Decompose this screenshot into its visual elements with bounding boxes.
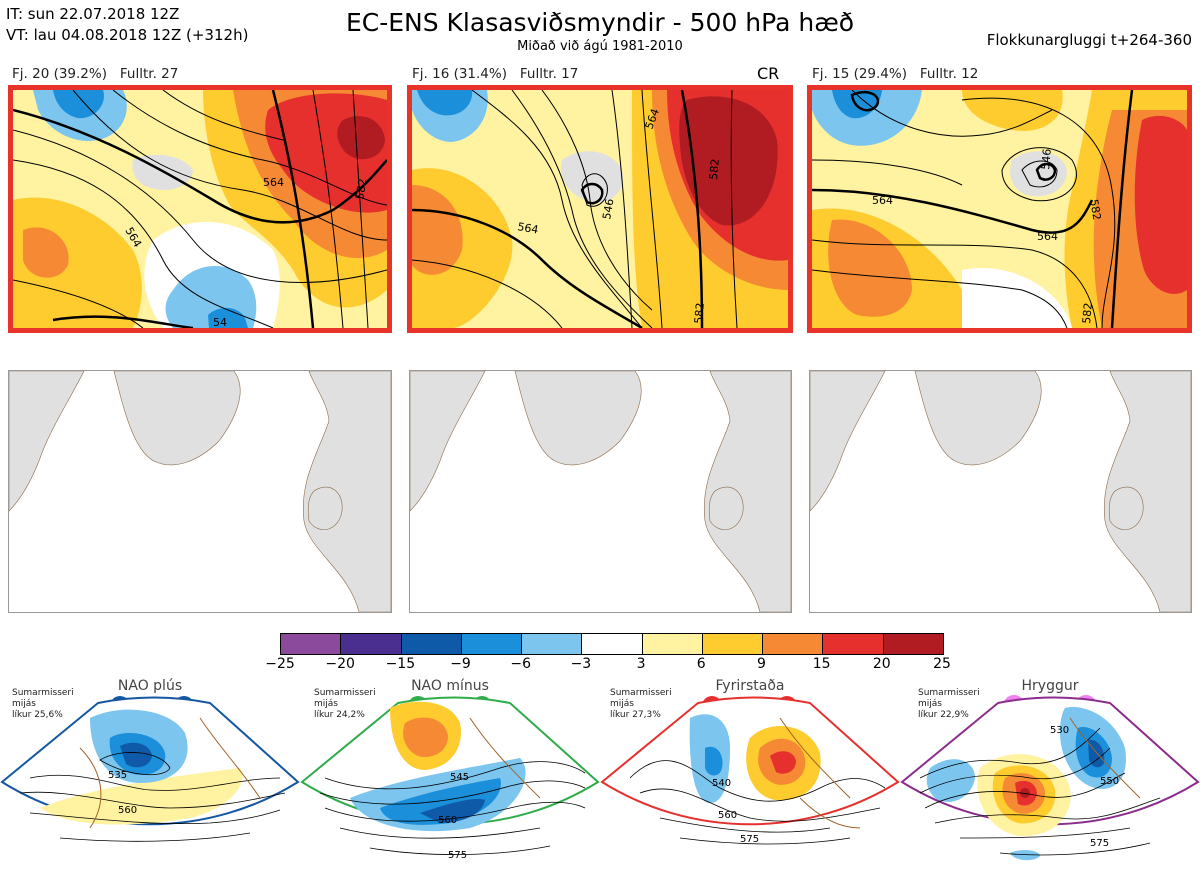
colorbar-tick-label: 15 <box>812 656 831 672</box>
colorbar-cell <box>883 634 943 654</box>
cluster-2-tag: CR <box>757 64 780 83</box>
svg-text:564: 564 <box>263 176 284 189</box>
svg-text:560: 560 <box>438 815 457 826</box>
cluster-2-label: Fj. 16 (31.4%) Fulltr. 17 <box>412 66 579 82</box>
page-title: EC-ENS Klasasviðsmyndir - 500 hPa hæð <box>345 8 855 37</box>
svg-text:582: 582 <box>707 158 722 180</box>
svg-text:54: 54 <box>213 316 227 328</box>
cluster-3-label: Fj. 15 (29.4%) Fulltr. 12 <box>812 66 979 82</box>
regime-name: Hryggur <box>1021 678 1079 694</box>
cluster-map-3: 564 564 546 582 582 <box>807 85 1192 333</box>
valid-time: VT: lau 04.08.2018 12Z (+312h) <box>6 26 249 44</box>
cluster-1-label: Fj. 20 (39.2%) Fulltr. 27 <box>12 66 179 82</box>
regime-name: NAO plús <box>117 678 183 694</box>
svg-text:530: 530 <box>1050 725 1069 736</box>
svg-text:582: 582 <box>1087 198 1103 221</box>
colorbar-cell <box>823 634 884 654</box>
anomaly-colorbar <box>280 633 944 655</box>
regime-note: Sumarmisseri mijás líkur 24,2% <box>314 688 376 720</box>
svg-text:535: 535 <box>108 770 127 781</box>
empty-map-2 <box>409 370 792 613</box>
colorbar-tick-label: −6 <box>510 656 532 672</box>
colorbar-ticks: −25 −20 −15 −9 −6 −3 3 6 9 15 20 25 <box>240 656 982 676</box>
regime-ridge: 530 550 575 Hryggur Sumarmisseri mijás lík… <box>900 678 1200 871</box>
regime-note: Sumarmisseri mijás líkur 27,3% <box>610 688 672 720</box>
svg-text:564: 564 <box>872 194 893 207</box>
cluster-map-1: 564 564 582 54 <box>8 85 392 333</box>
colorbar-cell <box>763 634 824 654</box>
svg-text:564: 564 <box>516 220 539 236</box>
colorbar-tick-label: 6 <box>696 656 706 672</box>
colorbar-tick-label: 3 <box>636 656 646 672</box>
colorbar-tick-label: −20 <box>325 656 355 672</box>
colorbar-tick-label: 9 <box>756 656 766 672</box>
regime-nao-minus: 545 560 575 NAO mínus Sumarmisseri mijás l… <box>300 678 600 871</box>
colorbar-tick-label: −25 <box>265 656 295 672</box>
svg-text:575: 575 <box>448 850 467 861</box>
svg-text:564: 564 <box>1037 230 1058 243</box>
colorbar-cell <box>642 634 703 654</box>
colorbar-tick-label: 20 <box>872 656 891 672</box>
svg-text:582: 582 <box>353 178 369 201</box>
svg-text:546: 546 <box>600 198 616 221</box>
empty-map-1 <box>8 370 392 613</box>
colorbar-cell <box>281 634 342 654</box>
header-times: IT: sun 22.07.2018 12Z VT: lau 04.08.201… <box>6 4 248 46</box>
colorbar-cell <box>401 634 462 654</box>
colorbar-tick-label: −9 <box>450 656 471 672</box>
svg-text:582: 582 <box>1080 302 1095 324</box>
colorbar-cell <box>461 634 523 654</box>
colorbar-tick-label: −15 <box>385 656 416 672</box>
empty-map-3 <box>809 370 1192 613</box>
colorbar-cell <box>582 634 643 654</box>
colorbar-tick-label: 25 <box>933 656 951 672</box>
page-subtitle: Miðað við ágú 1981-2010 <box>517 39 683 54</box>
colorbar-cell <box>341 634 402 654</box>
regime-name: NAO mínus <box>411 678 489 694</box>
classification-window: Flokkunargluggi t+264-360 <box>986 31 1192 49</box>
svg-text:540: 540 <box>712 778 731 789</box>
cluster-map-2: 564 546 564 582 582 <box>407 85 793 333</box>
svg-text:582: 582 <box>692 302 707 324</box>
svg-text:575: 575 <box>1090 838 1109 849</box>
initial-time: IT: sun 22.07.2018 12Z <box>6 5 180 23</box>
regime-name: Fyrirstaða <box>715 678 785 694</box>
regime-note: Sumarmisseri mijás líkur 22,9% <box>918 688 980 720</box>
svg-text:550: 550 <box>1100 776 1119 787</box>
svg-text:545: 545 <box>450 772 469 783</box>
svg-text:560: 560 <box>118 805 137 816</box>
regime-note: Sumarmisseri mijás líkur 25,6% <box>12 688 74 720</box>
regime-blocking: 540 560 575 Fyrirstaða Sumarmisseri mijás… <box>600 678 900 871</box>
colorbar-cell <box>702 634 764 654</box>
svg-text:575: 575 <box>740 834 759 845</box>
regime-nao-plus: 535 560 NAO plús Sumarmisseri mijás líkur … <box>0 678 300 871</box>
colorbar-tick-label: −3 <box>570 656 592 672</box>
svg-text:546: 546 <box>1039 148 1054 170</box>
svg-text:560: 560 <box>718 810 737 821</box>
colorbar-cell <box>522 634 583 654</box>
